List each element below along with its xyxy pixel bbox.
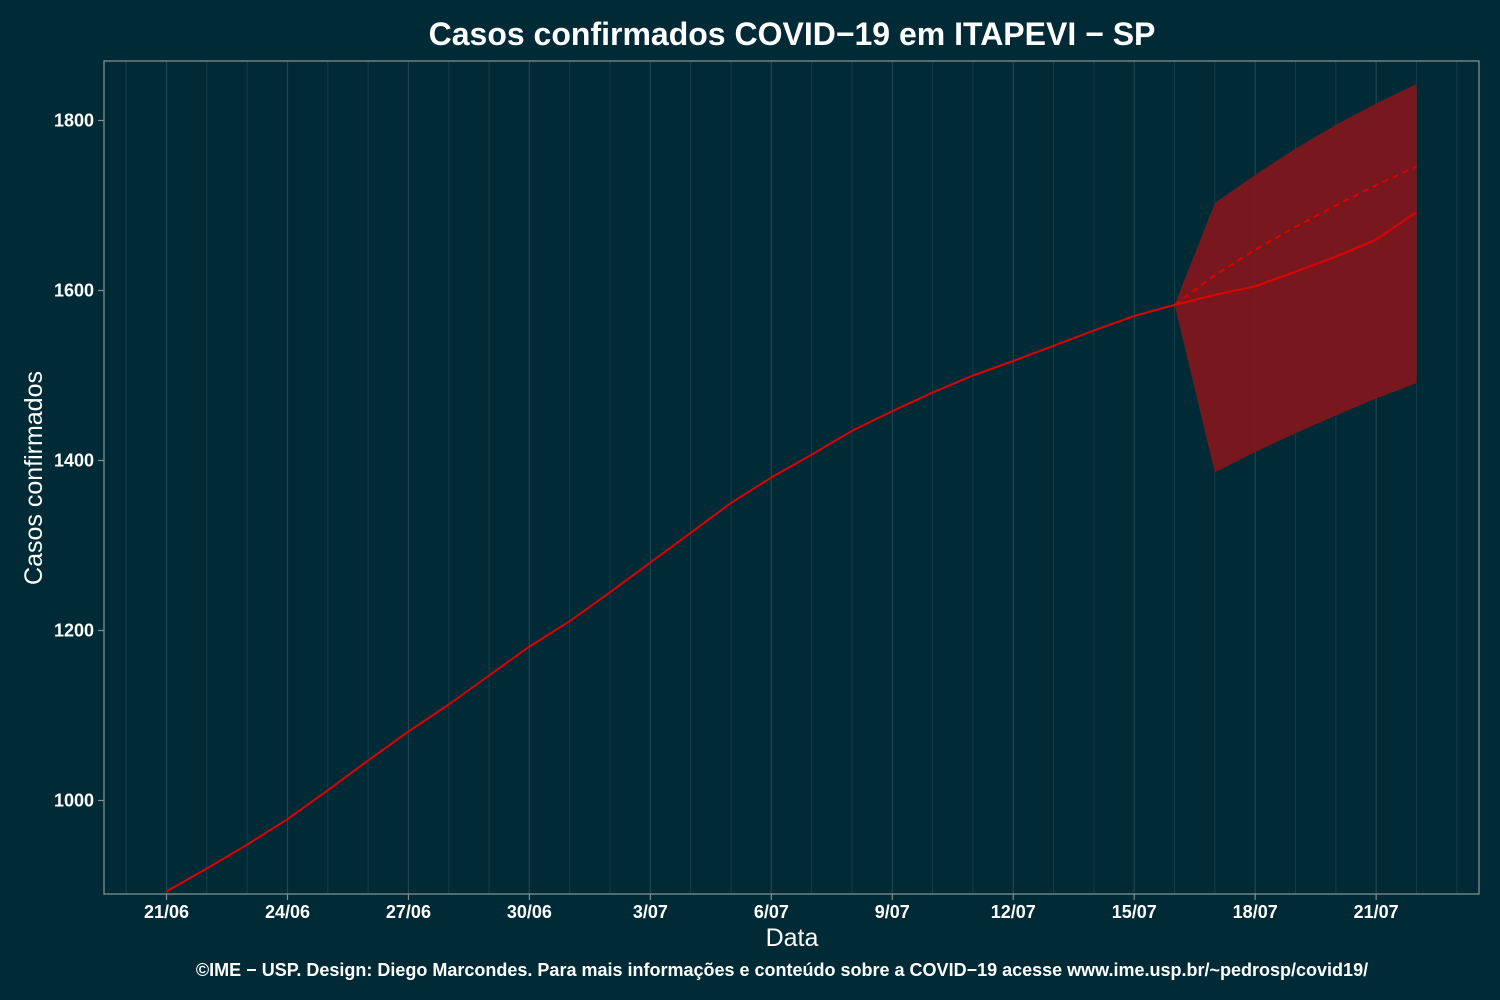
- x-tick-label: 21/06: [144, 902, 189, 922]
- y-tick-label: 1800: [54, 111, 94, 131]
- prediction-band-layer: [1174, 84, 1417, 473]
- y-tick-label: 1600: [54, 281, 94, 301]
- prediction-band: [1174, 84, 1417, 473]
- plot-panel-border: [103, 60, 1480, 895]
- solid-series-line: [166, 211, 1418, 893]
- series-layer: [166, 165, 1418, 893]
- grid-lines: [125, 61, 1458, 894]
- x-axis: 21/06 24/06 27/06 30/06 3/07 6/07 9/07 12/07 15/…: [144, 894, 1399, 922]
- x-tick-label: 6/07: [754, 902, 789, 922]
- y-tick-label: 1200: [54, 621, 94, 641]
- x-tick-label: 27/06: [386, 902, 431, 922]
- caption-credits: ©IME − USP. Design: Diego Marcondes. Par…: [196, 960, 1368, 980]
- x-tick-label: 12/07: [991, 902, 1036, 922]
- x-tick-label: 9/07: [875, 902, 910, 922]
- dashed-series-line: [1174, 165, 1417, 306]
- y-tick-label: 1400: [54, 451, 94, 471]
- x-tick-label: 18/07: [1233, 902, 1278, 922]
- y-axis: 1000 1200 1400 1600 1800: [54, 111, 104, 811]
- x-tick-label: 24/06: [265, 902, 310, 922]
- x-tick-label: 3/07: [633, 902, 668, 922]
- x-tick-label: 30/06: [507, 902, 552, 922]
- chart-title: Casos confirmados COVID−19 em ITAPEVI − …: [429, 16, 1156, 52]
- x-tick-label: 21/07: [1354, 902, 1399, 922]
- x-axis-title: Data: [766, 924, 819, 952]
- x-tick-label: 15/07: [1112, 902, 1157, 922]
- y-tick-label: 1000: [54, 791, 94, 811]
- y-axis-title: Casos confirmados: [20, 371, 48, 585]
